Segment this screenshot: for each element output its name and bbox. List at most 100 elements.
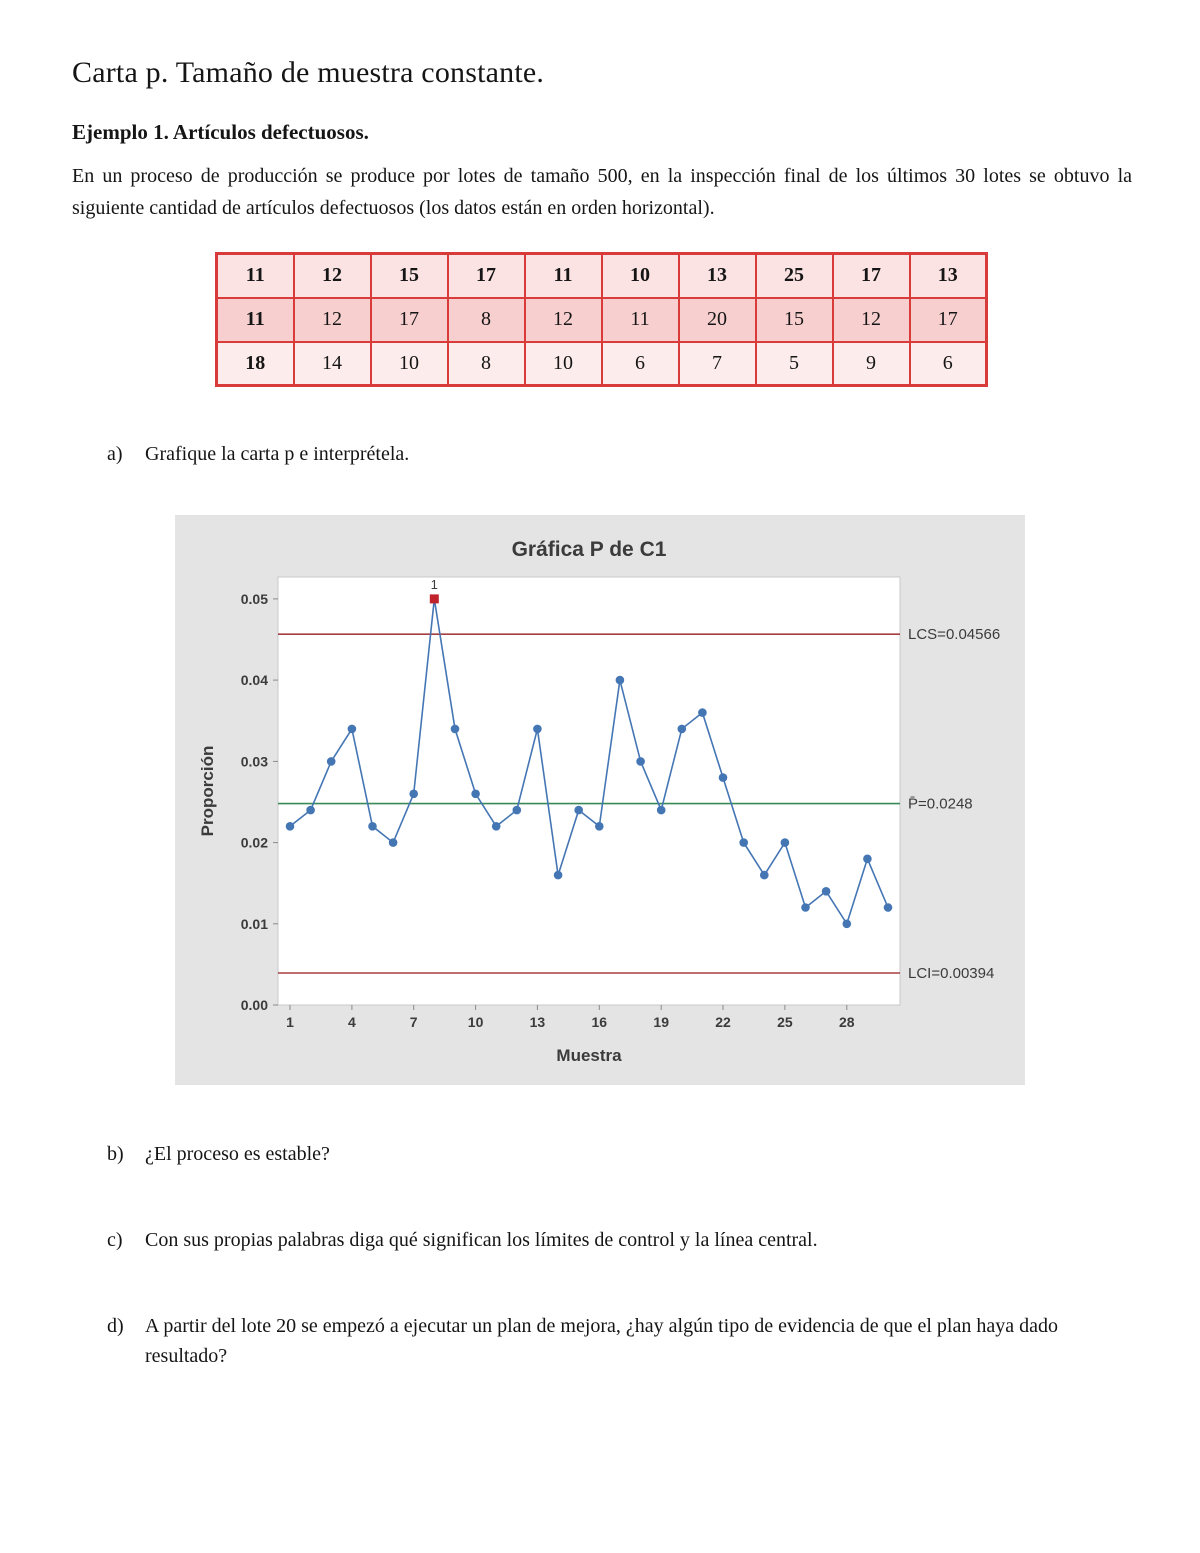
table-cell: 17 [369,296,449,343]
table-cell: 5 [754,340,834,387]
ucl-label: LCS=0.04566 [908,626,1000,643]
table-cell: 8 [446,340,526,387]
chart-title: Gráfica P de C1 [512,538,667,561]
question-text: ¿El proceso es estable? [145,1143,330,1166]
out-of-control-label: 1 [431,577,438,592]
table-cell: 17 [446,252,526,299]
out-of-control-marker [429,594,439,604]
example-subtitle: Ejemplo 1. Artículos defectuosos. [72,120,369,144]
table-cell: 11 [523,252,603,299]
data-point [368,822,377,831]
center-line-label: P̄=0.0248 [908,796,973,813]
question-c: c) Con sus propias palabras diga qué sig… [107,1225,1200,1255]
question-text: Con sus propias palabras diga qué signif… [145,1229,818,1252]
x-axis-label: Muestra [556,1046,622,1065]
x-tick-label: 4 [348,1014,356,1030]
y-tick-label: 0.02 [241,835,268,851]
data-point [450,724,460,734]
data-point [388,838,398,848]
data-point [718,773,728,783]
data-point [306,805,315,815]
y-tick-label: 0.01 [241,916,268,932]
x-tick-label: 19 [653,1014,669,1030]
y-tick-label: 0.04 [241,672,268,688]
defects-table: 11 12 15 17 11 10 13 25 17 13 11 12 17 8 12 11 20 15 12 17 1… [215,252,988,388]
x-tick-label: 7 [410,1014,418,1030]
question-d: d) A partir del lote 20 se empezó a ejec… [107,1311,1200,1371]
table-cell: 10 [369,340,449,387]
data-point [821,887,831,896]
table-cell: 25 [754,252,834,299]
table-cell: 20 [677,296,757,343]
table-cell: 11 [215,296,295,343]
table-cell: 8 [446,296,526,343]
question-b: b) ¿El proceso es estable? [107,1139,1200,1169]
table-cell: 15 [754,296,834,343]
table-cell: 12 [292,252,372,299]
p-chart: Gráfica P de C1 0.00 0.01 0.02 0.03 0.04 0.05 1… [175,515,1025,1086]
data-point [801,903,810,912]
data-point [636,757,645,766]
y-tick-label: 0.03 [241,754,268,770]
data-point [780,838,790,848]
y-tick-label: 0.00 [241,997,268,1013]
data-point [615,675,625,685]
data-point [842,919,852,929]
y-axis-label: Proporción [198,746,217,837]
y-tick-label: 0.05 [241,591,268,607]
data-point [698,708,707,718]
table-cell: 10 [523,340,603,387]
data-point [533,724,542,734]
table-cell: 12 [831,296,911,343]
data-point [677,724,687,734]
table-row: 11 12 15 17 11 10 13 25 17 13 [215,252,988,299]
table-cell: 9 [831,340,911,387]
data-point [656,805,666,815]
table-cell: 15 [369,252,449,299]
table-cell: 6 [908,340,988,387]
lcl-label: LCI=0.00394 [908,965,994,982]
table-cell: 17 [831,252,911,299]
question-a: a) Grafique la carta p e interprétela. [107,439,1200,469]
p-chart-panel: Gráfica P de C1 0.00 0.01 0.02 0.03 0.04 0.05 1… [175,515,1025,1086]
table-cell: 12 [523,296,603,343]
data-point [883,903,893,912]
data-point [760,870,769,880]
x-tick-label: 25 [777,1014,793,1030]
data-point [574,805,583,815]
data-point [491,822,501,831]
x-tick-label: 1 [286,1014,294,1030]
table-cell: 12 [292,296,372,343]
table-cell: 14 [292,340,372,387]
page-title: Carta p. Tamaño de muestra constante. [72,56,545,89]
question-label: b) [107,1143,124,1166]
series-line [289,598,889,926]
table-cell: 11 [215,252,295,299]
x-tick-label: 13 [530,1014,546,1030]
question-text: A partir del lote 20 se empezó a ejecuta… [145,1315,1058,1368]
table-cell: 6 [600,340,680,387]
table-cell: 7 [677,340,757,387]
x-tick-label: 10 [468,1014,484,1030]
table-row: 18 14 10 8 10 6 7 5 9 6 [215,340,988,387]
table-cell: 13 [677,252,757,299]
data-point [347,724,357,734]
data-point [739,838,748,848]
data-point [326,757,336,766]
x-tick-label: 22 [715,1014,731,1030]
table-cell: 10 [600,252,680,299]
data-point [285,822,295,831]
data-point [595,822,604,831]
x-tick-label: 16 [592,1014,608,1030]
data-point [471,789,480,799]
plot-area [277,576,901,1006]
data-point [512,805,522,815]
table-cell: 18 [215,340,295,387]
question-label: d) [107,1315,124,1338]
table-row: 11 12 17 8 12 11 20 15 12 17 [215,296,988,343]
data-point [409,789,418,799]
x-tick-label: 28 [839,1014,855,1030]
table-cell: 17 [908,296,988,343]
data-point [863,854,872,864]
